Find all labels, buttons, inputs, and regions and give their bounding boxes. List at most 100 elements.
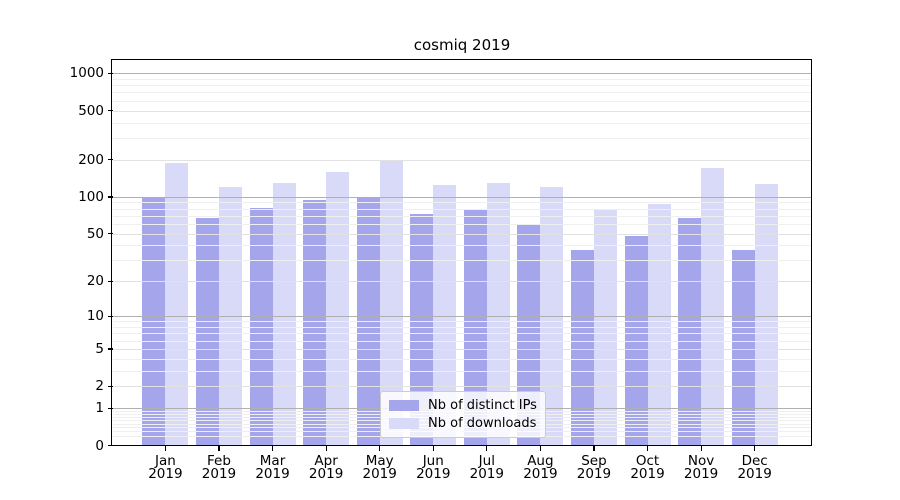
- gridline-y-100: [112, 196, 811, 198]
- x-tick-mark-jan: [164, 445, 166, 451]
- gridline-y-200: [112, 159, 811, 161]
- x-tick-mark-mar: [271, 445, 274, 451]
- gridline-y-10: [112, 316, 811, 318]
- y-tick-label-2: 2: [95, 378, 104, 395]
- y-tick-mark-100: [107, 196, 113, 198]
- gridline-y-1000: [112, 73, 811, 75]
- gridline-y-3: [112, 370, 811, 372]
- x-tick-label-apr: Apr 2019: [308, 452, 344, 482]
- gridline-y-2: [112, 386, 811, 388]
- y-tick-label-0: 0: [95, 437, 104, 454]
- x-tick-mark-jun: [432, 445, 434, 451]
- bar-jan-distinct-ips: [142, 196, 166, 446]
- gridline-y-6: [112, 340, 811, 342]
- x-tick-mark-nov: [700, 445, 702, 451]
- bar-nov-downloads: [701, 168, 725, 446]
- legend-item-downloads: Nb of downloads: [381, 416, 545, 431]
- x-tick-mark-aug: [539, 445, 541, 451]
- bar-aug-downloads: [540, 187, 564, 446]
- legend-swatch-distinct-ips: [389, 400, 419, 411]
- bar-jul-downloads: [486, 183, 510, 446]
- gridline-y-80: [112, 208, 811, 210]
- x-tick-mark-sep: [593, 445, 595, 451]
- gridline-y-700: [112, 92, 811, 94]
- x-tick-label-jun: Jun 2019: [416, 452, 451, 482]
- bar-feb-downloads: [218, 187, 242, 446]
- gridline-y-400: [112, 122, 811, 124]
- gridline-y-90: [112, 202, 811, 204]
- gridline-y-600: [112, 100, 811, 102]
- x-tick-mark-jul: [486, 445, 488, 451]
- gridline-y-60: [112, 224, 811, 226]
- bar-dec-downloads: [754, 183, 778, 446]
- gridline-y-4: [112, 358, 811, 360]
- x-tick-label-aug: Aug 2019: [523, 452, 558, 482]
- bar-aug-distinct-ips: [517, 224, 541, 446]
- bar-oct-downloads: [647, 203, 671, 446]
- y-tick-label-50: 50: [86, 225, 104, 242]
- legend: Nb of distinct IPs Nb of downloads: [380, 391, 546, 438]
- y-tick-mark-20: [107, 280, 113, 283]
- x-tick-mark-oct: [646, 445, 649, 451]
- y-tick-mark-1000: [107, 72, 113, 74]
- y-tick-mark-200: [107, 159, 113, 161]
- gridline-y-40: [112, 245, 811, 247]
- y-tick-mark-10: [107, 315, 113, 317]
- bar-nov-distinct-ips: [678, 218, 702, 446]
- gridline-y-8: [112, 327, 811, 329]
- y-tick-label-5: 5: [95, 340, 104, 357]
- gridline-y-50: [112, 233, 811, 235]
- bar-feb-distinct-ips: [195, 218, 219, 446]
- y-tick-label-100: 100: [78, 188, 104, 205]
- legend-swatch-downloads: [389, 418, 419, 429]
- gridline-y-800: [112, 85, 811, 87]
- x-tick-label-jul: Jul 2019: [469, 452, 504, 482]
- x-tick-mark-dec: [754, 445, 756, 451]
- y-tick-mark-0: [107, 445, 113, 447]
- gridline-y-30: [112, 260, 811, 262]
- x-tick-label-nov: Nov 2019: [683, 452, 719, 482]
- gridline-y-9: [112, 321, 811, 323]
- bar-jan-downloads: [165, 162, 189, 446]
- y-tick-mark-5: [107, 348, 113, 350]
- x-tick-label-sep: Sep 2019: [576, 452, 612, 482]
- gridline-y-300: [112, 138, 811, 140]
- x-tick-label-dec: Dec 2019: [737, 452, 772, 482]
- y-tick-mark-500: [107, 110, 113, 112]
- bar-may-downloads: [379, 159, 403, 446]
- y-tick-mark-50: [107, 233, 113, 235]
- legend-item-distinct-ips: Nb of distinct IPs: [381, 398, 545, 413]
- gridline-y-70: [112, 215, 811, 217]
- x-tick-label-may: May 2019: [362, 452, 397, 482]
- x-tick-mark-feb: [218, 445, 220, 451]
- bar-apr-downloads: [326, 172, 350, 446]
- gridline-y-900: [112, 78, 811, 80]
- bar-sep-distinct-ips: [570, 249, 594, 446]
- x-tick-label-jan: Jan 2019: [148, 452, 183, 482]
- gridline-y-7: [112, 333, 811, 335]
- y-tick-mark-2: [107, 385, 113, 387]
- y-tick-label-10: 10: [86, 308, 104, 325]
- bar-dec-distinct-ips: [731, 249, 755, 446]
- bar-jun-distinct-ips: [410, 213, 434, 446]
- gridline-y-20: [112, 281, 811, 283]
- x-tick-mark-apr: [325, 445, 327, 451]
- x-tick-mark-may: [379, 445, 381, 451]
- x-tick-label-mar: Mar 2019: [255, 452, 290, 482]
- y-tick-label-20: 20: [86, 273, 104, 290]
- bar-mar-distinct-ips: [249, 208, 273, 446]
- legend-label-distinct-ips: Nb of distinct IPs: [428, 398, 537, 413]
- bar-mar-downloads: [272, 182, 296, 446]
- gridline-y-500: [112, 110, 811, 112]
- bar-jul-distinct-ips: [463, 208, 487, 446]
- chart-title: cosmiq 2019: [413, 36, 511, 54]
- gridline-y-5: [112, 348, 811, 350]
- y-tick-label-500: 500: [78, 102, 104, 119]
- y-tick-label-1000: 1000: [69, 65, 104, 82]
- bar-jun-downloads: [433, 185, 457, 446]
- x-tick-label-feb: Feb 2019: [201, 452, 237, 482]
- y-tick-mark-1: [107, 407, 113, 409]
- bar-apr-distinct-ips: [303, 200, 327, 446]
- y-tick-label-1: 1: [95, 400, 104, 417]
